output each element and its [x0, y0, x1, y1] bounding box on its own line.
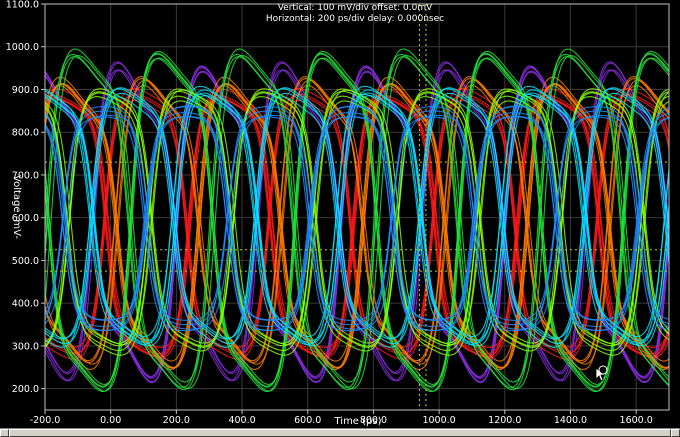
plot-frame — [44, 3, 670, 411]
horizontal-scale-readout: Horizontal: 200 ps/div delay: 0.000nsec — [266, 14, 444, 24]
x-tick-label: 0.00 — [100, 415, 121, 426]
y-tick-label: 300.0 — [12, 341, 39, 352]
trace-series-7 — [44, 105, 670, 332]
trace-line — [44, 53, 670, 388]
axis-ticks: -200.0 0.00 200.0 400.0 600.0 800.0 1000.0 1200… — [6, 0, 653, 426]
y-tick-label: 400.0 — [12, 299, 39, 310]
trace-line — [44, 95, 670, 347]
x-tick-label: 1600.0 — [620, 415, 653, 426]
reference-lines — [45, 4, 669, 410]
scroll-right-button[interactable] — [671, 429, 680, 437]
busy-circle-icon — [598, 365, 608, 375]
vertical-scale-readout: Vertical: 100 mV/div offset: 0.0mV — [278, 3, 433, 13]
y-tick-label: 500.0 — [12, 256, 39, 267]
y-tick-label: 600.0 — [12, 213, 39, 224]
trace-series-6 — [44, 85, 670, 348]
trace-line — [44, 67, 670, 379]
trace-line — [44, 88, 670, 340]
trace-line — [44, 112, 670, 327]
trace-line — [44, 87, 670, 339]
trace-line — [44, 69, 670, 382]
trace-line — [44, 110, 670, 326]
y-tick-label: 200.0 — [12, 384, 39, 395]
x-axis-label: Time (ps) — [333, 416, 381, 427]
trace-line — [44, 89, 670, 346]
y-axis-label: Voltage -mV- — [11, 175, 22, 239]
mouse-cursor-icon — [595, 367, 607, 382]
trace-line — [44, 106, 670, 321]
x-tick-label: 1400.0 — [554, 415, 587, 426]
x-tick-label: 400.0 — [228, 415, 255, 426]
trace-line — [44, 96, 670, 348]
horizontal-scrollbar[interactable] — [0, 428, 680, 437]
y-tick-label: 700.0 — [12, 170, 39, 181]
y-tick-label: 800.0 — [12, 128, 39, 139]
x-tick-label: 600.0 — [294, 415, 321, 426]
trace-line — [44, 85, 670, 371]
trace-line — [44, 114, 670, 330]
x-tick-label: 1200.0 — [488, 415, 521, 426]
trace-line — [44, 116, 670, 331]
x-tick-label: 1000.0 — [422, 415, 455, 426]
trace-line — [44, 56, 670, 391]
y-tick-label: 1100.0 — [6, 0, 39, 11]
y-tick-label: 900.0 — [12, 85, 39, 96]
trace-line — [44, 69, 670, 381]
scroll-left-button[interactable] — [0, 429, 9, 437]
trace-line — [44, 79, 670, 365]
waveform-traces — [44, 48, 670, 393]
x-tick-label: 200.0 — [163, 415, 190, 426]
x-tick-label: -200.0 — [30, 415, 61, 426]
trace-line — [44, 85, 670, 338]
eye-diagram-chart: -200.0 0.00 200.0 400.0 600.0 800.0 1000.0 1200… — [5, 0, 670, 427]
y-tick-label: 1000.0 — [6, 42, 39, 53]
x-tick-label: 800.0 — [360, 415, 387, 426]
trace-line — [44, 89, 670, 341]
scroll-thumb[interactable] — [9, 429, 671, 437]
trace-line — [44, 84, 670, 370]
